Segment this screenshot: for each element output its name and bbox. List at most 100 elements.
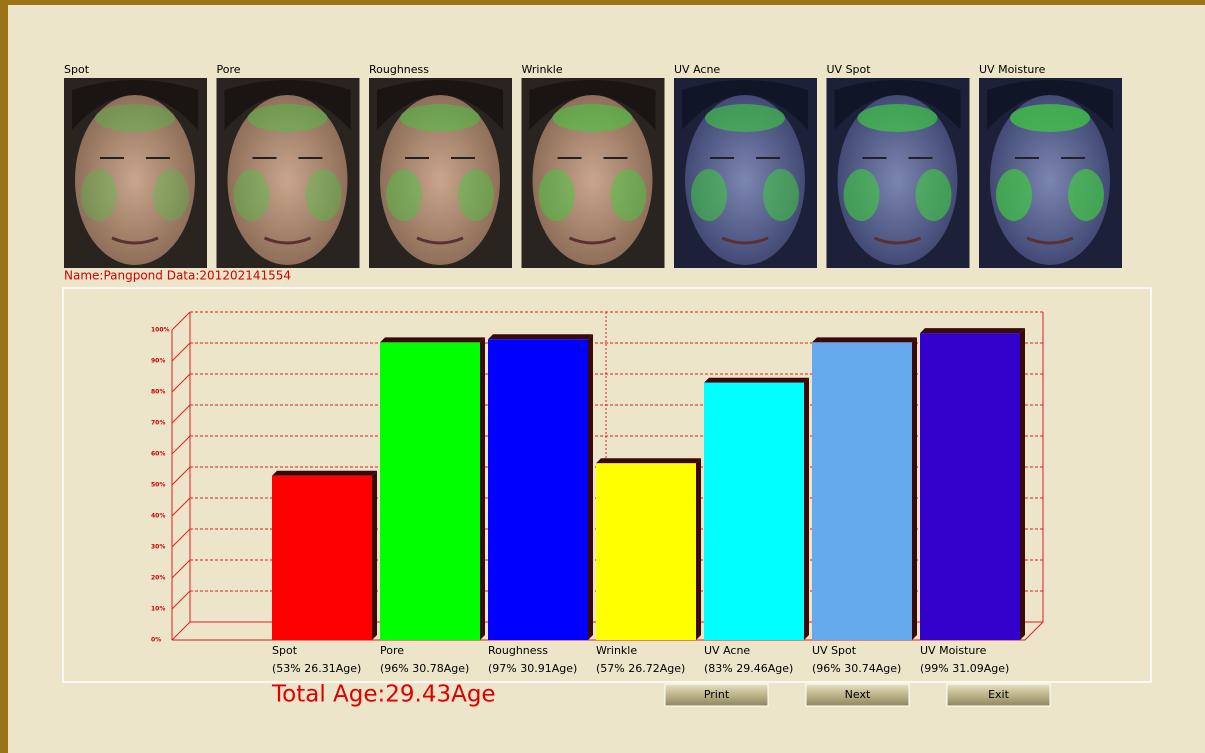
y-tick-label: 20% bbox=[151, 575, 165, 582]
tick-mark bbox=[171, 342, 191, 362]
image-label: UV Acne bbox=[674, 63, 720, 76]
y-tick-label: 10% bbox=[151, 606, 165, 613]
mask-cheek bbox=[305, 169, 342, 221]
y-tick-label: 30% bbox=[151, 544, 165, 551]
y-tick-label: 80% bbox=[151, 389, 165, 396]
face-image bbox=[216, 78, 360, 268]
tick-mark bbox=[171, 590, 191, 610]
value-label: (57% 26.72Age) bbox=[596, 662, 685, 675]
bar-top bbox=[488, 334, 593, 340]
y-tick-label: 0% bbox=[151, 637, 161, 644]
mask-forehead bbox=[552, 104, 633, 132]
hair bbox=[72, 80, 198, 130]
image-strip: Spot Pore Roughness Wrinkle UV Acne UV Spot UV… bbox=[64, 63, 1122, 268]
face-image bbox=[826, 78, 970, 268]
bar-side bbox=[1020, 328, 1025, 640]
bar-top bbox=[812, 337, 917, 343]
bar-top bbox=[596, 458, 701, 464]
hair bbox=[987, 80, 1113, 130]
mask-forehead bbox=[1010, 104, 1090, 132]
tick-mark bbox=[171, 311, 191, 331]
face bbox=[227, 95, 348, 265]
hair bbox=[834, 80, 961, 130]
mask-cheek bbox=[81, 169, 117, 221]
button-face[interactable] bbox=[805, 683, 910, 707]
buttons: Print Next Exit bbox=[664, 683, 1051, 707]
tick-mark bbox=[171, 497, 191, 517]
mouth bbox=[873, 236, 922, 245]
tick-mark bbox=[171, 404, 191, 424]
mask-cheek bbox=[763, 169, 799, 221]
y-tick-label: 50% bbox=[151, 482, 165, 489]
bar bbox=[704, 382, 804, 640]
mask-cheek bbox=[843, 169, 880, 221]
image-label: Spot bbox=[64, 63, 90, 76]
mask-cheek bbox=[610, 169, 647, 221]
tick-mark bbox=[171, 466, 191, 486]
face-image bbox=[979, 78, 1122, 268]
hair bbox=[682, 80, 808, 130]
image-label: Roughness bbox=[369, 63, 429, 76]
chart: 0% 10% 20% 30% 40% 50% 60% 70% 80% 90% 100% Spot (53… bbox=[151, 311, 1044, 675]
bar bbox=[920, 333, 1020, 640]
tick-mark bbox=[171, 373, 191, 393]
mask-cheek bbox=[1068, 169, 1104, 221]
bar-side bbox=[480, 337, 485, 640]
mask-cheek bbox=[233, 169, 270, 221]
face bbox=[685, 95, 805, 265]
bar bbox=[596, 463, 696, 640]
button[interactable]: Print bbox=[664, 683, 769, 707]
total-age: Total Age:29.43Age bbox=[271, 682, 496, 708]
name-line: Name:Pangpond Data:201202141554 bbox=[64, 269, 291, 283]
face bbox=[75, 95, 195, 265]
mask-cheek bbox=[996, 169, 1032, 221]
bar-side bbox=[588, 334, 593, 640]
mouth bbox=[416, 236, 464, 245]
x-tick-label: Roughness bbox=[488, 644, 548, 657]
mask-forehead bbox=[705, 104, 785, 132]
button-label[interactable]: Next bbox=[845, 688, 871, 701]
y-tick-label: 70% bbox=[151, 420, 165, 427]
face bbox=[837, 95, 958, 265]
button-label[interactable]: Print bbox=[704, 688, 730, 701]
mask-forehead bbox=[95, 104, 175, 132]
mouth bbox=[721, 236, 769, 245]
mouth bbox=[1026, 236, 1074, 245]
x-tick-label: Wrinkle bbox=[596, 644, 637, 657]
bar-top bbox=[920, 328, 1025, 334]
x-tick-label: UV Acne bbox=[704, 644, 750, 657]
face-image bbox=[521, 78, 665, 268]
y-tick-label: 100% bbox=[151, 327, 170, 334]
face-image bbox=[674, 78, 817, 268]
value-label: (96% 30.74Age) bbox=[812, 662, 901, 675]
button-label[interactable]: Exit bbox=[988, 688, 1010, 701]
image-label: UV Moisture bbox=[979, 63, 1046, 76]
chart-panel bbox=[62, 287, 1152, 683]
button[interactable]: Next bbox=[805, 683, 910, 707]
bar-side bbox=[372, 470, 377, 640]
hair bbox=[224, 80, 351, 130]
bar-side bbox=[912, 337, 917, 640]
button-face[interactable] bbox=[664, 683, 769, 707]
bar bbox=[488, 339, 588, 640]
image-label: UV Spot bbox=[827, 63, 872, 76]
button-face[interactable] bbox=[946, 683, 1051, 707]
mask-forehead bbox=[857, 104, 938, 132]
hair bbox=[377, 80, 503, 130]
bar-top bbox=[704, 377, 809, 383]
hair bbox=[529, 80, 656, 130]
bar-side bbox=[804, 377, 809, 640]
tick-mark bbox=[171, 528, 191, 548]
face bbox=[532, 95, 653, 265]
bar-top bbox=[380, 337, 485, 343]
value-label: (96% 30.78Age) bbox=[380, 662, 469, 675]
tick-mark bbox=[171, 559, 191, 579]
image-label: Pore bbox=[217, 63, 241, 76]
button[interactable]: Exit bbox=[946, 683, 1051, 707]
face bbox=[380, 95, 500, 265]
y-tick-label: 40% bbox=[151, 513, 165, 520]
mask-forehead bbox=[400, 104, 480, 132]
mask-cheek bbox=[153, 169, 189, 221]
